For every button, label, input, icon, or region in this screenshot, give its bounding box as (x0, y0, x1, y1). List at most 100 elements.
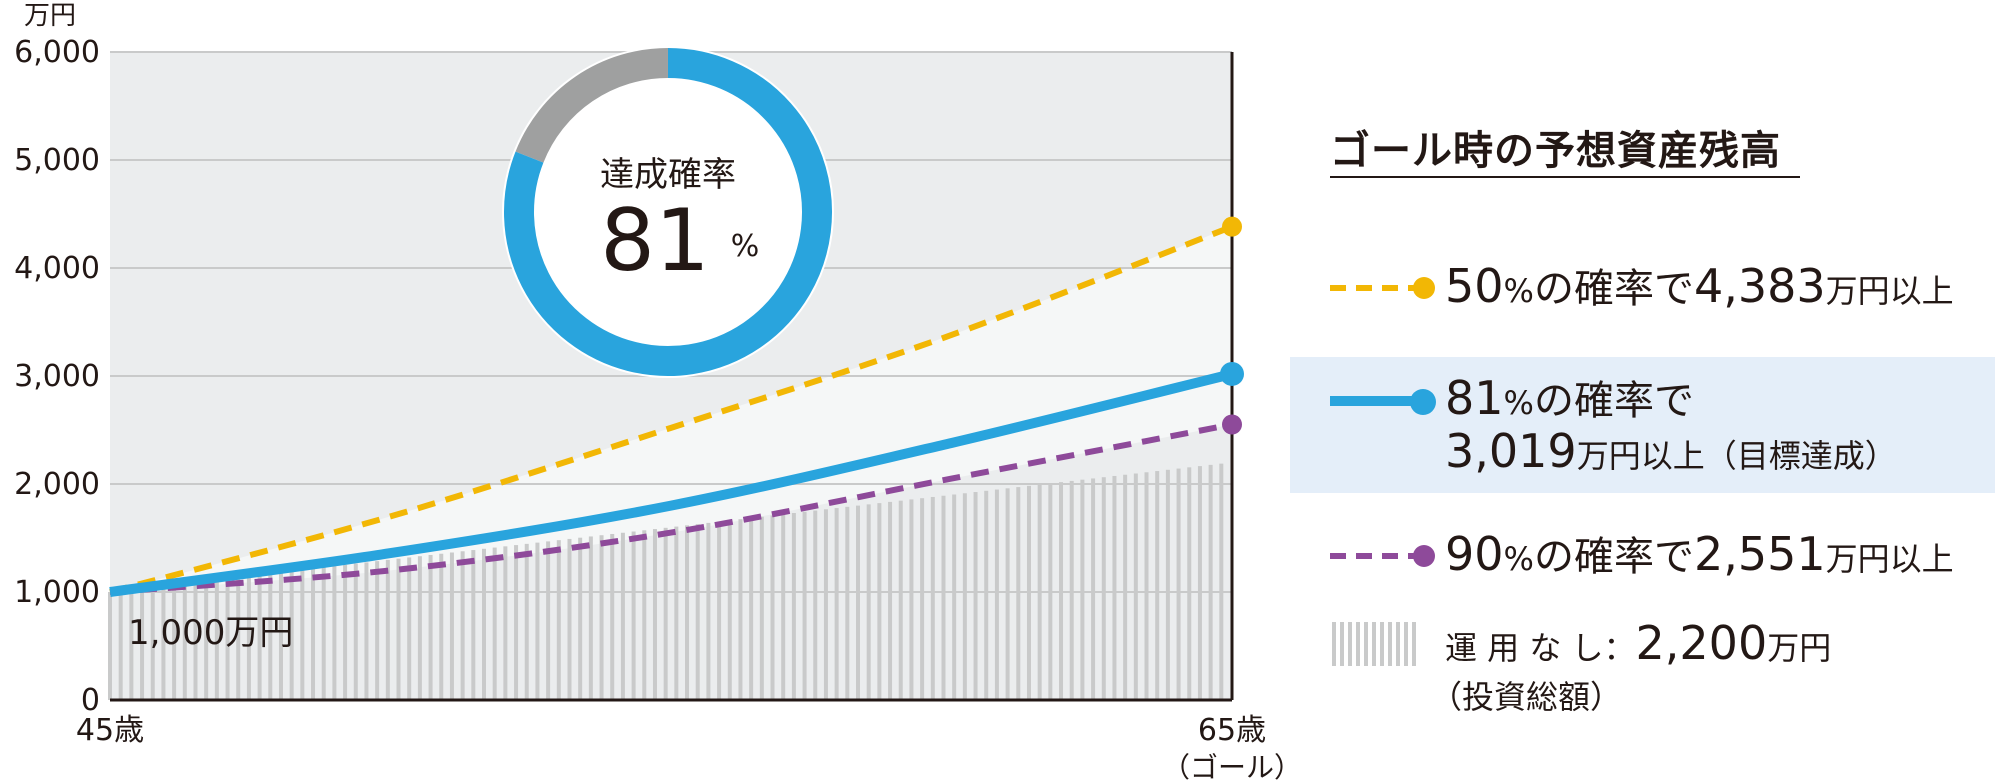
no-investment-bar (546, 541, 551, 700)
no-investment-bar (802, 511, 807, 700)
legend-item-50-text: 50%の確率で4,383万円以上 (1445, 259, 1954, 313)
series-line (109, 223, 1234, 595)
donut-unit: % (731, 229, 760, 264)
no-investment-bar (150, 587, 155, 700)
no-investment-bar (717, 521, 722, 700)
no-investment-bar (407, 557, 412, 700)
legend: ゴール時の予想資産残高 50%の確率で4,383万円以上 81%の確率で 3,0… (1290, 0, 2000, 780)
no-investment-bar (1091, 478, 1096, 700)
no-investment-bar (1123, 474, 1128, 700)
no-investment-bar (449, 552, 454, 700)
no-investment-bar (204, 580, 209, 700)
no-investment-bar (108, 592, 112, 700)
no-investment-bar (311, 568, 316, 700)
dot-marker-icon (1410, 389, 1436, 415)
no-investment-bar (321, 567, 326, 700)
no-investment-bar (332, 566, 337, 700)
legend-item-81-text-line1: 81%の確率で (1445, 371, 1694, 425)
legend-item-no-investment-line2: （投資総額） (1430, 678, 1623, 716)
no-investment-bar (193, 582, 198, 700)
no-investment-bar (791, 513, 796, 700)
no-investment-bar (706, 522, 711, 700)
no-investment-bar (962, 493, 967, 700)
no-investment-bar (1101, 477, 1106, 700)
no-investment-bar (353, 563, 358, 700)
no-investment-bar (460, 551, 465, 700)
no-investment-bar (1144, 472, 1149, 700)
no-investment-bar (471, 550, 476, 700)
no-investment-bar (888, 501, 893, 700)
donut-value-arc (504, 48, 832, 376)
no-investment-bar (877, 503, 882, 700)
no-investment-bar (856, 505, 860, 700)
no-investment-bar (663, 527, 668, 700)
y-tick-label: 0 (81, 683, 100, 718)
no-investment-bar (385, 559, 390, 700)
legend-item-81-text-line2: 3,019万円以上（目標達成） (1445, 424, 1897, 478)
no-investment-bar (727, 520, 732, 700)
x-end-sublabel: （ゴール） (1162, 751, 1290, 780)
legend-item-90-text: 90%の確率で2,551万円以上 (1445, 527, 1954, 581)
y-tick-labels: 0 1,000 2,000 3,000 4,000 5,000 6,000 (14, 35, 100, 718)
no-investment-bars (108, 463, 1224, 700)
no-investment-bar (300, 569, 305, 700)
no-investment-bar (278, 572, 283, 700)
no-investment-bar (588, 536, 593, 700)
legend-item-no-investment-line1: 運 用 な し：2,200万円 (1445, 616, 1832, 670)
legend-title-rule (1330, 176, 1800, 178)
start-value-label: 1,000万円 (128, 613, 293, 653)
no-investment-bar (439, 553, 444, 700)
no-investment-bar (1069, 480, 1074, 700)
no-investment-bar (375, 561, 380, 700)
no-investment-bar (984, 490, 989, 700)
no-investment-bar (289, 571, 294, 700)
series-line (109, 421, 1233, 595)
no-investment-bar (1176, 468, 1181, 700)
no-investment-bar (1208, 464, 1213, 700)
y-tick-label: 2,000 (14, 467, 100, 502)
no-investment-bar (845, 506, 850, 700)
no-investment-bar (514, 545, 519, 700)
no-investment-bar (749, 517, 754, 700)
dot-marker-icon (1413, 545, 1435, 567)
donut-label: 達成確率 (600, 155, 736, 195)
no-investment-bar (695, 524, 700, 700)
no-investment-bar (140, 588, 145, 700)
no-investment-bar (738, 519, 743, 700)
no-investment-bar (973, 492, 978, 700)
no-investment-bar (129, 589, 134, 700)
y-tick-label: 4,000 (14, 251, 100, 286)
no-investment-bar (1187, 467, 1192, 700)
no-investment-bar (599, 535, 604, 700)
no-investment-bar (257, 574, 262, 700)
y-tick-label: 5,000 (14, 143, 100, 178)
x-start-label: 45歳 (76, 713, 144, 748)
no-investment-bar (941, 495, 946, 700)
no-investment-bar (781, 514, 786, 700)
striped-bars-swatch (1332, 622, 1418, 666)
y-tick-label: 1,000 (14, 575, 100, 610)
no-investment-bar (994, 489, 999, 700)
no-investment-bar (685, 525, 690, 700)
no-investment-bar (417, 556, 422, 700)
no-investment-bar (246, 575, 251, 700)
achievement-donut: 達成確率 81 % (502, 46, 834, 378)
no-investment-bar (1016, 487, 1021, 700)
target-highlight (1290, 357, 1995, 493)
donut-value: 81 (600, 191, 709, 291)
no-investment-bar (1133, 473, 1138, 700)
dashed-line-swatch (1330, 285, 1420, 291)
no-investment-bar (1112, 475, 1117, 700)
no-investment-bar (524, 543, 529, 700)
no-investment-bar (652, 529, 657, 700)
donut-remainder-arc (515, 48, 669, 163)
y-tick-label: 6,000 (14, 35, 100, 70)
no-investment-bar (492, 547, 497, 700)
asset-projection-chart: 0 1,000 2,000 3,000 4,000 5,000 6,000 万円 1,000… (14, 1, 1290, 780)
series-lines (109, 216, 1244, 597)
no-investment-bar (396, 558, 401, 700)
no-investment-bar (1197, 466, 1202, 700)
legend-title: ゴール時の予想資産残高 (1330, 128, 1781, 174)
no-investment-bar (1155, 471, 1160, 700)
no-investment-bar (556, 540, 561, 700)
